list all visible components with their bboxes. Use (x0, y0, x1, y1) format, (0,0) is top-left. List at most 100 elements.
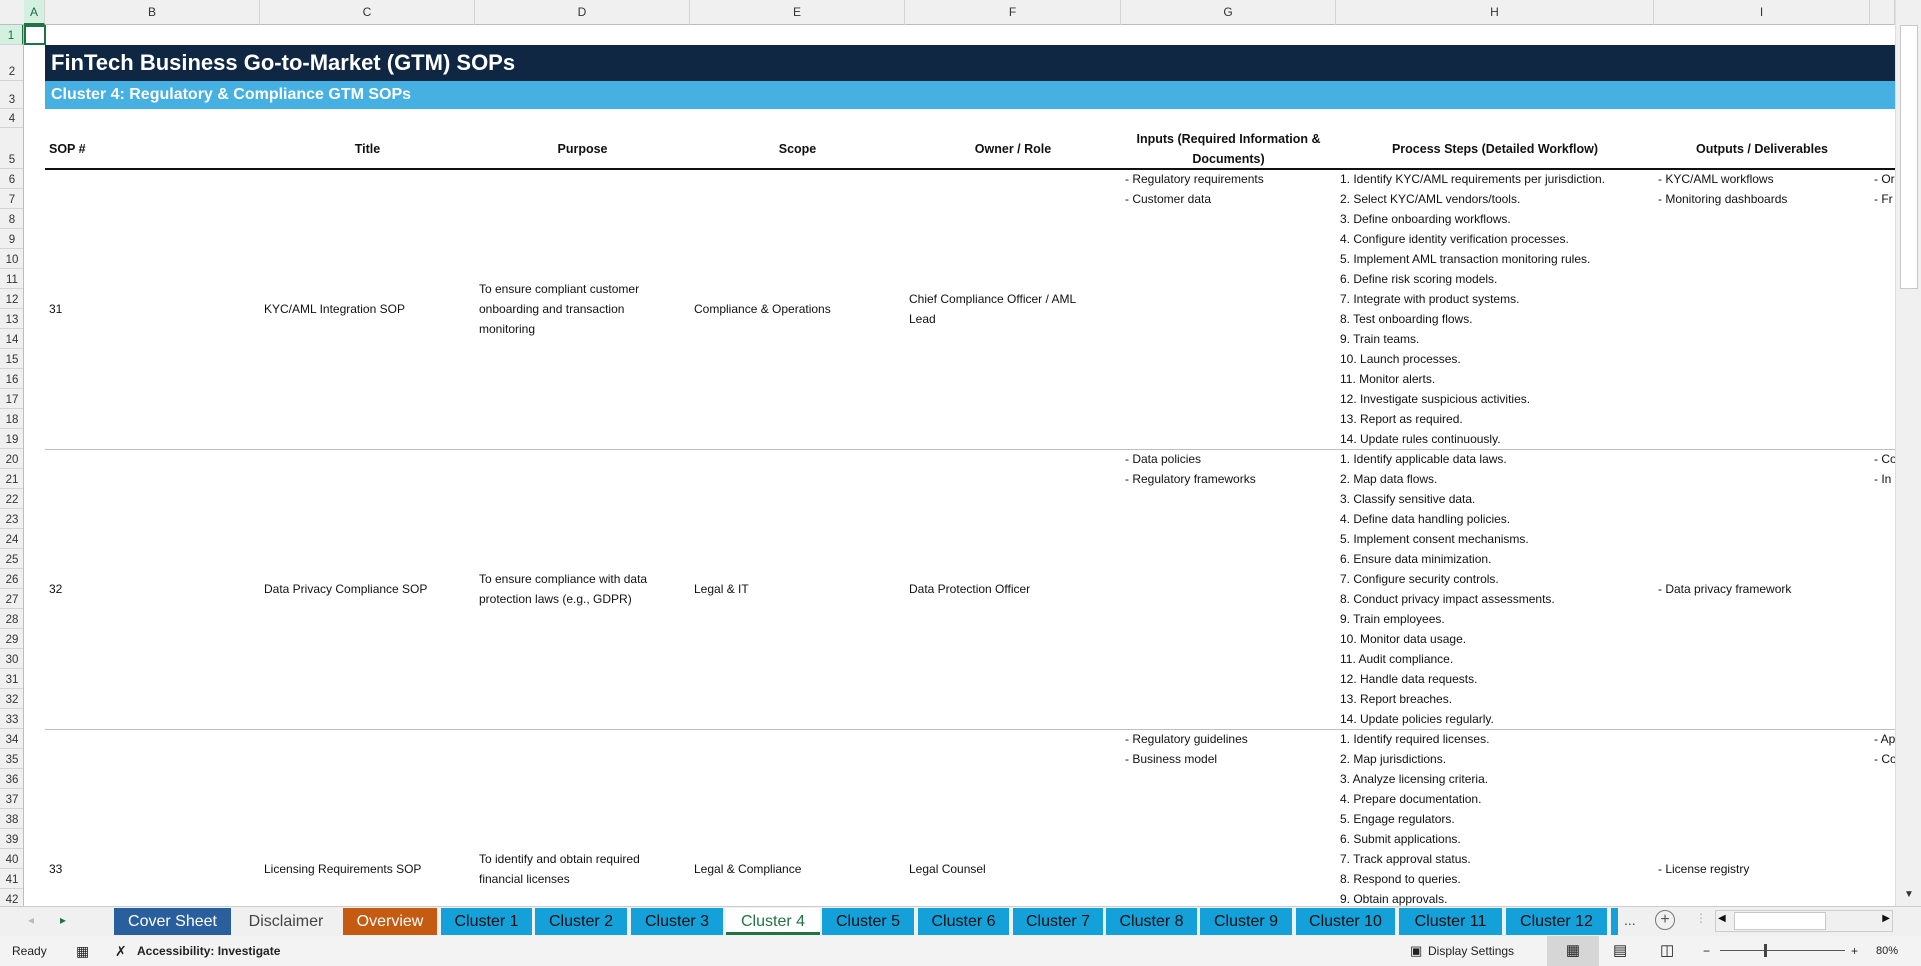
row-header-5[interactable]: 5 (0, 128, 23, 169)
row-header-27[interactable]: 27 (0, 589, 23, 609)
row-header-16[interactable]: 16 (0, 369, 23, 389)
vertical-scrollbar[interactable]: ▼ (1895, 0, 1921, 909)
row-header-19[interactable]: 19 (0, 429, 23, 449)
process-steps-cell[interactable]: 1. Identify applicable data laws. 2. Map … (1336, 449, 1654, 729)
column-header-h[interactable]: H (1336, 0, 1654, 25)
row-header-2[interactable]: 2 (0, 45, 23, 81)
row-header-6[interactable]: 6 (0, 169, 23, 189)
accessibility-status[interactable]: Accessibility: Investigate (137, 944, 281, 958)
active-cell-a1[interactable] (24, 25, 46, 45)
zoom-slider-thumb[interactable] (1763, 944, 1767, 957)
process-steps-cell[interactable]: 1. Identify required licenses. 2. Map jur… (1336, 729, 1654, 906)
row-header-42[interactable]: 42 (0, 889, 23, 906)
tab-splitter-icon[interactable]: ⋮ (1695, 911, 1707, 925)
row-header-9[interactable]: 9 (0, 229, 23, 249)
row-header-26[interactable]: 26 (0, 569, 23, 589)
title-cell[interactable]: Licensing Requirements SOP (260, 729, 475, 906)
purpose-cell[interactable]: To ensure compliance with data protectio… (475, 449, 690, 729)
vertical-scroll-thumb[interactable] (1900, 25, 1918, 289)
column-header-a[interactable]: A (24, 0, 45, 25)
row-header-12[interactable]: 12 (0, 289, 23, 309)
row-header-23[interactable]: 23 (0, 509, 23, 529)
row-header-31[interactable]: 31 (0, 669, 23, 689)
page-break-preview-icon[interactable]: ◫ (1660, 942, 1675, 959)
row-header-37[interactable]: 37 (0, 789, 23, 809)
inputs-cell[interactable]: - Regulatory guidelines - Business model (1121, 729, 1336, 906)
row-header-30[interactable]: 30 (0, 649, 23, 669)
row-header-33[interactable]: 33 (0, 709, 23, 729)
accessibility-icon[interactable]: ✗ (115, 943, 127, 959)
row-header-22[interactable]: 22 (0, 489, 23, 509)
owner-cell[interactable]: Data Protection Officer (905, 449, 1121, 729)
row-header-40[interactable]: 40 (0, 849, 23, 869)
outputs-cell[interactable]: - KYC/AML workflows - Monitoring dashboar… (1654, 169, 1870, 449)
scope-cell[interactable]: Legal & Compliance (690, 729, 905, 906)
row-header-17[interactable]: 17 (0, 389, 23, 409)
column-header-c[interactable]: C (260, 0, 475, 25)
sheet-tab-cluster-11[interactable]: Cluster 11 (1399, 908, 1502, 935)
sheet-tab-disclaimer[interactable]: Disclaimer (233, 908, 339, 935)
row-header-3[interactable]: 3 (0, 81, 23, 109)
horizontal-scroll-thumb[interactable] (1734, 912, 1826, 930)
purpose-cell[interactable]: To ensure compliant customer onboarding … (475, 169, 690, 449)
tab-scroll-right-icon[interactable]: ▸ (60, 913, 67, 927)
title-cell[interactable]: Data Privacy Compliance SOP (260, 449, 475, 729)
worksheet-grid[interactable]: FinTech Business Go-to-Market (GTM) SOPs… (24, 25, 1895, 906)
next-column-cell[interactable]: - Or - Fr (1870, 169, 1895, 449)
sheet-tab-cluster-9[interactable]: Cluster 9 (1200, 908, 1292, 935)
row-header-24[interactable]: 24 (0, 529, 23, 549)
row-header-21[interactable]: 21 (0, 469, 23, 489)
outputs-cell[interactable]: - Data privacy framework (1654, 449, 1870, 729)
sheet-tab-cluster-7[interactable]: Cluster 7 (1013, 908, 1103, 935)
sop-number-cell[interactable]: 33 (45, 729, 260, 906)
row-header-13[interactable]: 13 (0, 309, 23, 329)
row-header-1[interactable]: 1 (0, 25, 23, 45)
row-header-4[interactable]: 4 (0, 109, 23, 128)
scroll-left-arrow-icon[interactable]: ◀ (1718, 913, 1726, 924)
scroll-right-arrow-icon[interactable]: ▶ (1882, 913, 1890, 924)
more-tabs-button[interactable]: ... (1624, 912, 1636, 928)
page-layout-view-icon[interactable]: ▤ (1613, 942, 1628, 959)
next-column-cell[interactable]: - Co - In (1870, 449, 1895, 729)
sheet-tab-cluster-12[interactable]: Cluster 12 (1506, 908, 1607, 935)
scope-cell[interactable]: Compliance & Operations (690, 169, 905, 449)
sheet-tab-cluster-6[interactable]: Cluster 6 (918, 908, 1009, 935)
sheet-tab-cluster-2[interactable]: Cluster 2 (535, 908, 627, 935)
sheet-tab-overview[interactable]: Overview (343, 908, 437, 935)
sheet-tab-partial[interactable] (1611, 908, 1618, 935)
zoom-slider[interactable] (1720, 944, 1845, 957)
row-header-32[interactable]: 32 (0, 689, 23, 709)
purpose-cell[interactable]: To identify and obtain required financia… (475, 729, 690, 906)
row-header-18[interactable]: 18 (0, 409, 23, 429)
column-header-f[interactable]: F (905, 0, 1121, 25)
scope-cell[interactable]: Legal & IT (690, 449, 905, 729)
inputs-cell[interactable]: - Regulatory requirements - Customer data (1121, 169, 1336, 449)
row-header-10[interactable]: 10 (0, 249, 23, 269)
column-header-g[interactable]: G (1121, 0, 1336, 25)
sheet-tab-cluster-3[interactable]: Cluster 3 (631, 908, 723, 935)
normal-view-icon[interactable]: ▦ (1547, 936, 1599, 966)
row-header-35[interactable]: 35 (0, 749, 23, 769)
row-header-29[interactable]: 29 (0, 629, 23, 649)
row-header-38[interactable]: 38 (0, 809, 23, 829)
sheet-tab-cluster-4[interactable]: Cluster 4 (726, 908, 820, 935)
outputs-cell[interactable]: - License registry (1654, 729, 1870, 906)
row-header-11[interactable]: 11 (0, 269, 23, 289)
column-header-e[interactable]: E (690, 0, 905, 25)
row-header-28[interactable]: 28 (0, 609, 23, 629)
row-header-39[interactable]: 39 (0, 829, 23, 849)
sop-number-cell[interactable]: 32 (45, 449, 260, 729)
macro-recording-icon[interactable]: ▦ (76, 943, 90, 959)
title-cell[interactable]: KYC/AML Integration SOP (260, 169, 475, 449)
sheet-tab-cluster-8[interactable]: Cluster 8 (1106, 908, 1197, 935)
scroll-down-arrow-icon[interactable]: ▼ (1904, 889, 1914, 900)
row-header-25[interactable]: 25 (0, 549, 23, 569)
horizontal-scrollbar[interactable]: ◀ ▶ (1715, 910, 1893, 932)
zoom-out-button[interactable]: − (1703, 944, 1711, 958)
row-header-14[interactable]: 14 (0, 329, 23, 349)
row-header-8[interactable]: 8 (0, 209, 23, 229)
row-header-20[interactable]: 20 (0, 449, 23, 469)
display-settings-button[interactable]: Display Settings (1428, 944, 1515, 958)
column-header-i[interactable]: I (1654, 0, 1870, 25)
column-header-b[interactable]: B (45, 0, 260, 25)
